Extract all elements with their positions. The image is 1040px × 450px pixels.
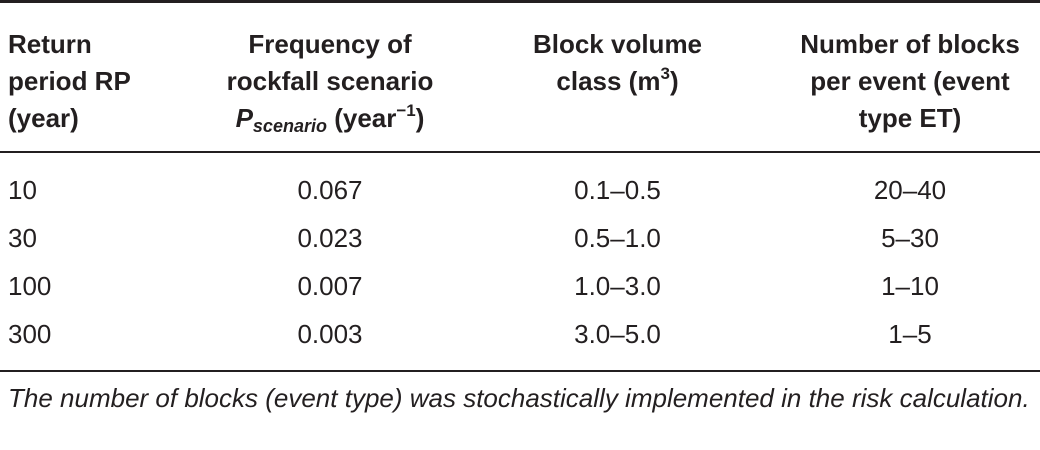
cell-frequency: 0.003 <box>297 319 363 349</box>
cell-frequency: 0.023 <box>297 223 363 253</box>
cell-return-period: 10 <box>8 175 37 205</box>
cell-volume-class: 0.5–1.0 <box>574 223 661 253</box>
header-return-period: Return period RP (year) <box>8 29 131 133</box>
table-row: 300 0.003 3.0–5.0 1–5 <box>0 310 1040 358</box>
frequency-unit-superscript: −1 <box>396 101 416 120</box>
table-row: 10 0.067 0.1–0.5 20–40 <box>0 166 1040 214</box>
cell-volume-class: 1.0–3.0 <box>574 271 661 301</box>
cell-return-period: 300 <box>8 319 52 349</box>
header-number-of-blocks: Number of blocks per event (event type E… <box>800 29 1020 133</box>
table-top-rule <box>0 0 1040 3</box>
header-block-volume: Block volume class (m3) <box>532 29 703 96</box>
volume-unit-superscript: 3 <box>660 64 670 83</box>
cell-blocks: 20–40 <box>873 175 947 205</box>
cell-blocks: 5–30 <box>881 223 939 253</box>
table-row: 100 0.007 1.0–3.0 1–10 <box>0 262 1040 310</box>
frequency-symbol-subscript: scenario <box>252 116 327 136</box>
header-frequency: Frequency of rockfall scenario Pscenario… <box>226 29 434 136</box>
cell-volume-class: 0.1–0.5 <box>574 175 661 205</box>
cell-blocks: 1–10 <box>881 271 939 301</box>
cell-return-period: 30 <box>8 223 37 253</box>
cell-return-period: 100 <box>8 271 52 301</box>
table-bottom-rule <box>0 370 1040 372</box>
table-row: 30 0.023 0.5–1.0 5–30 <box>0 214 1040 262</box>
cell-blocks: 1–5 <box>888 319 932 349</box>
cell-frequency: 0.007 <box>297 271 363 301</box>
cell-frequency: 0.067 <box>297 175 363 205</box>
frequency-symbol: P <box>235 103 253 133</box>
table-footnote: The number of blocks (event type) was st… <box>8 383 1030 413</box>
table-header-rule <box>0 151 1040 153</box>
cell-volume-class: 3.0–5.0 <box>574 319 661 349</box>
